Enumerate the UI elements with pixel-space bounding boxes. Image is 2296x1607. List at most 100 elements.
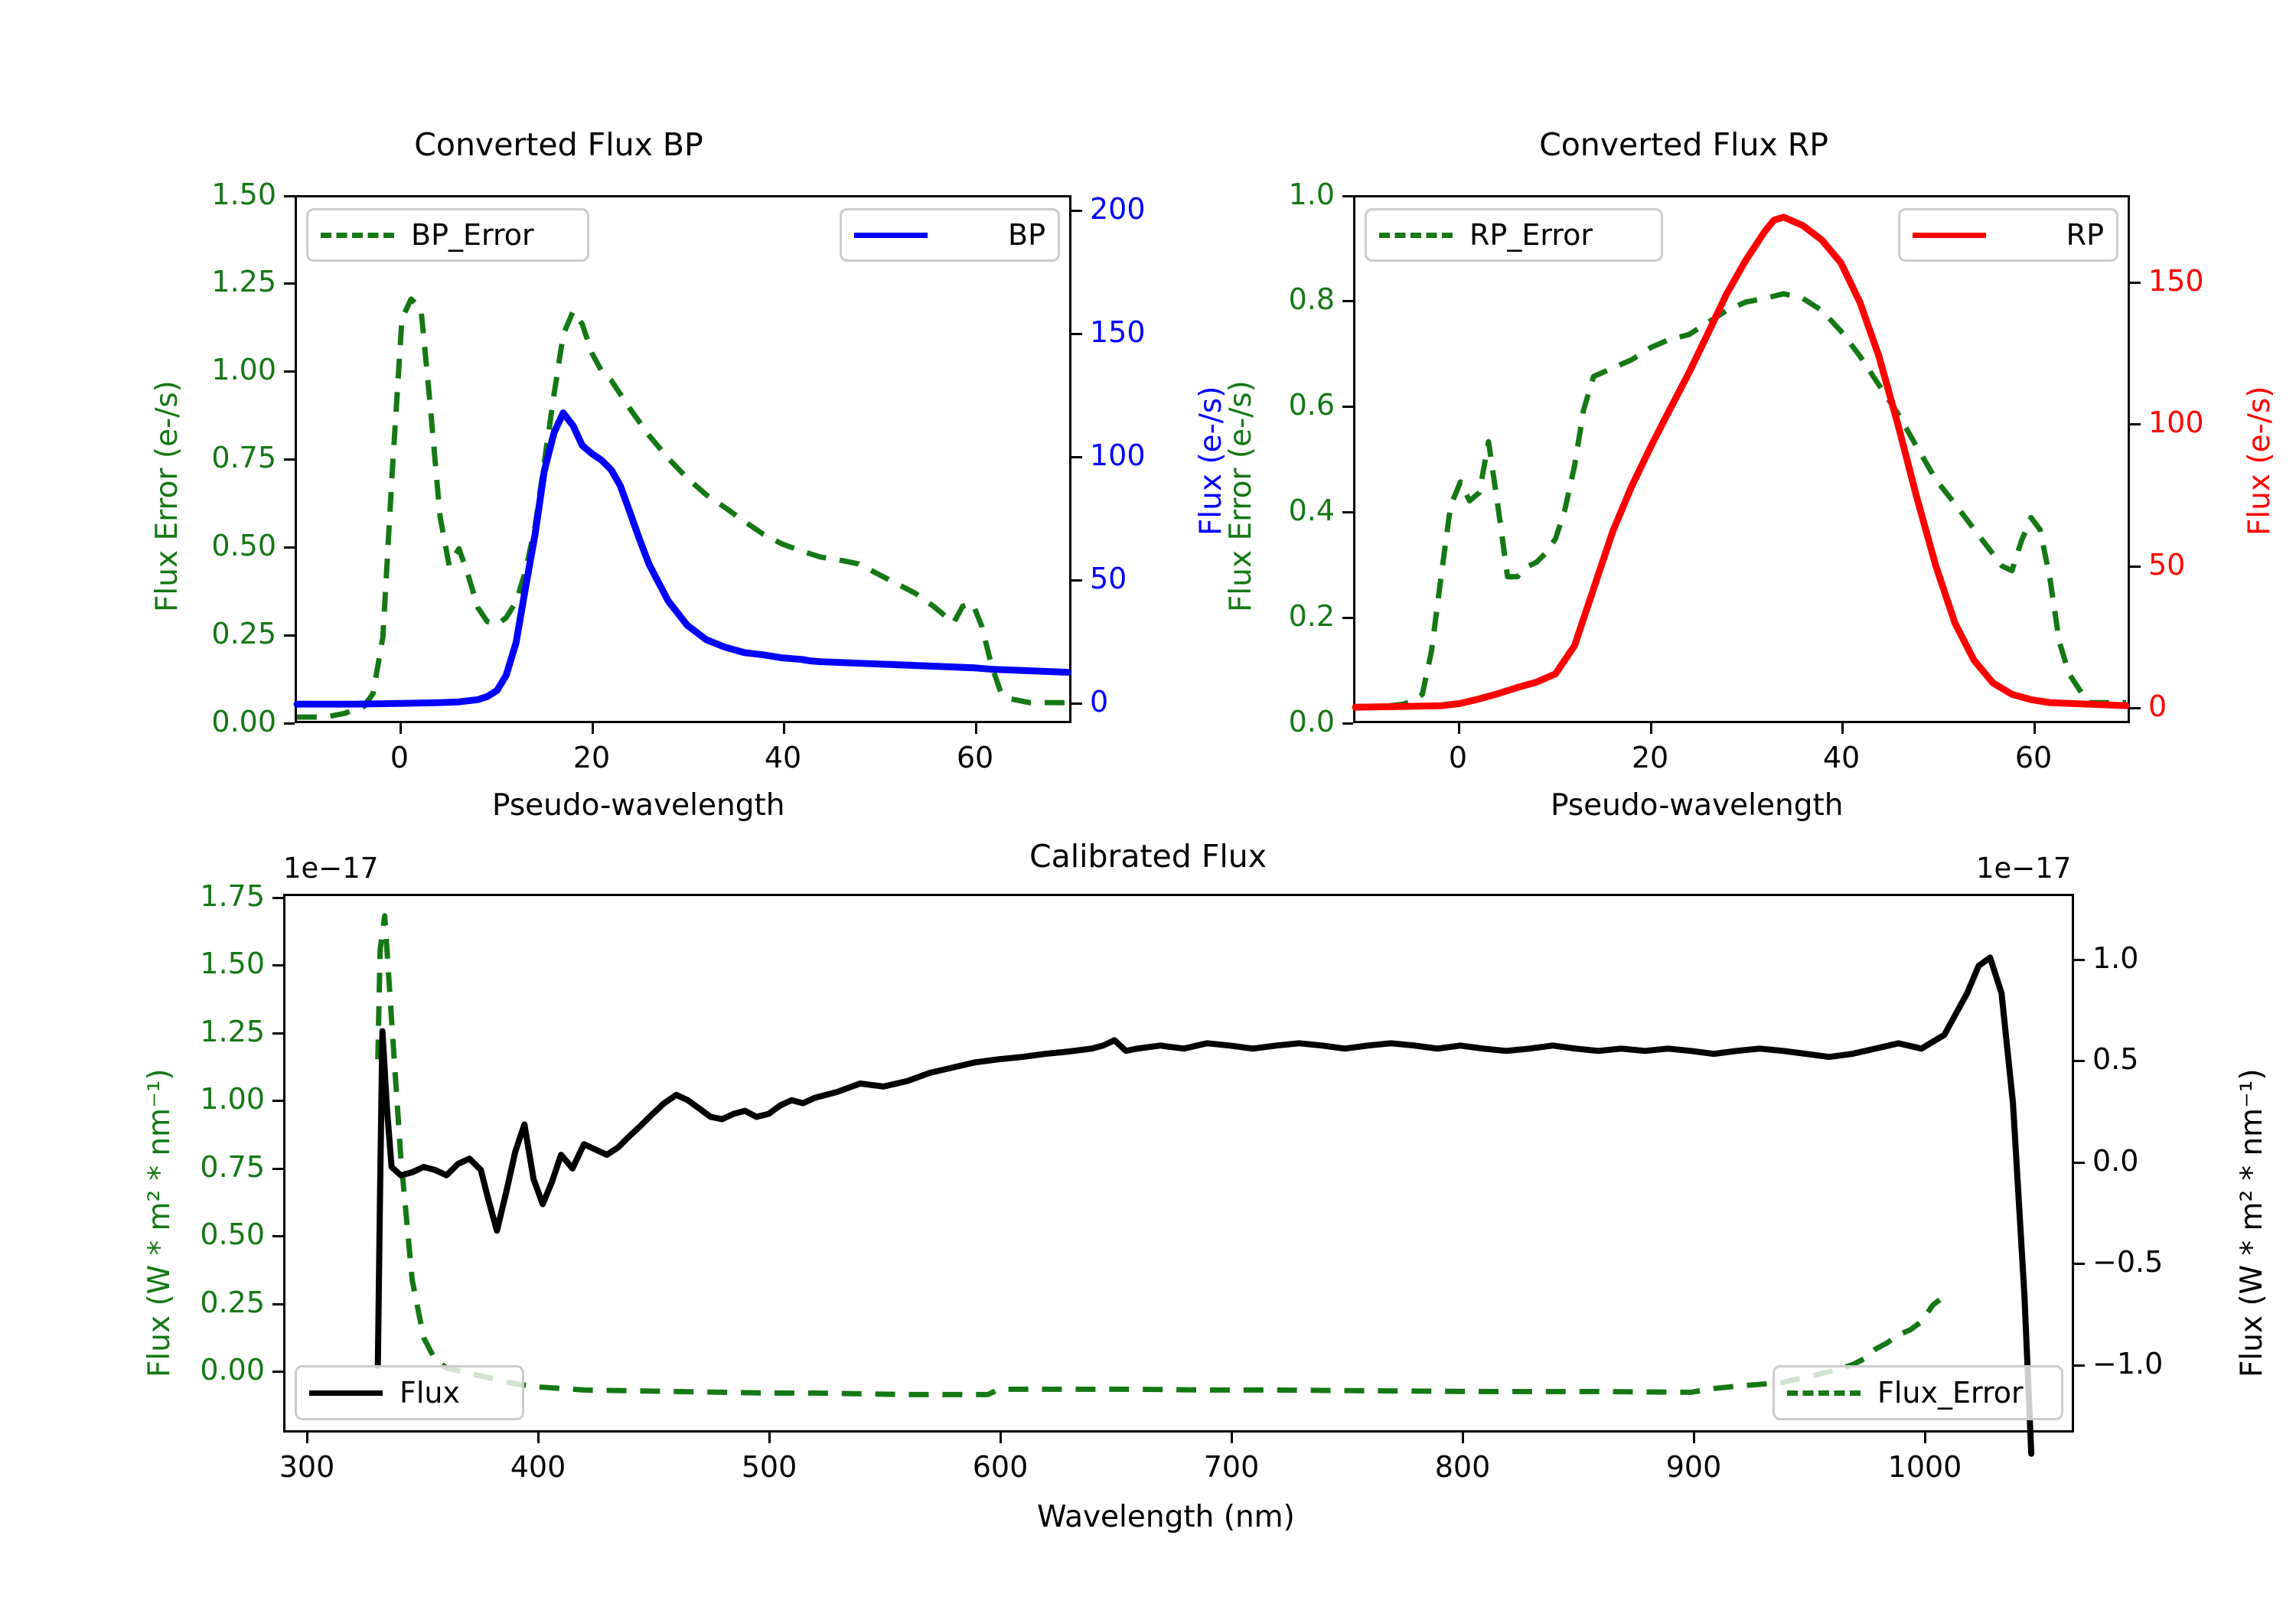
rp-ytick-right-mark: [2130, 566, 2141, 568]
bp-xaxis-label: Pseudo-wavelength: [492, 788, 785, 823]
flux-error-legend-label: Flux_Error: [1877, 1376, 2024, 1410]
calibrated-flux-legend[interactable]: Flux: [295, 1365, 524, 1420]
calibrated-panel-title: Calibrated Flux: [1029, 838, 1267, 875]
rp-xaxis-label: Pseudo-wavelength: [1551, 788, 1844, 823]
bp-axes-frame: [293, 195, 1071, 723]
calibrated-plot-area: [374, 913, 2035, 1457]
cal-xtick-mark: [537, 1433, 540, 1443]
flux-error-legend-swatch: [1787, 1390, 1861, 1396]
bp-ytick-label: 0.75: [211, 441, 276, 474]
bp-ytick-mark: [284, 634, 295, 637]
bp-xtick-mark: [783, 723, 785, 734]
bp-ytick-right-label: 50: [1090, 562, 1127, 595]
bp-error-legend[interactable]: BP_Error: [306, 208, 589, 262]
rp-ytick-label: 0.6: [1288, 388, 1335, 422]
cal-ytick-right-mark: [2074, 959, 2085, 961]
rp-ytick-label: 0.0: [1288, 705, 1335, 738]
rp-error-legend[interactable]: RP_Error: [1365, 208, 1663, 262]
rp-xtick-label: 60: [2014, 741, 2053, 774]
bp-legend-label: BP: [1008, 218, 1045, 252]
cal-ytick-mark: [272, 1303, 283, 1305]
bp-ytick-mark: [284, 370, 295, 373]
bp-ytick-right-label: 0: [1090, 685, 1109, 719]
bp-ytick-right-mark: [1071, 702, 1082, 705]
cal-ytick-right-mark: [2074, 1263, 2085, 1265]
bp-ytick-right-mark: [1071, 210, 1082, 212]
bp-ytick-label: 1.50: [211, 178, 276, 211]
cal-xtick-mark: [1924, 1433, 1926, 1443]
rp-ytick-mark: [1342, 195, 1353, 197]
rp-ytick-right-label: 150: [2148, 264, 2204, 298]
bp-panel-title: Converted Flux BP: [414, 126, 703, 163]
rp-ytick-right-label: 50: [2148, 548, 2186, 582]
cal-ytick-mark: [272, 1100, 283, 1102]
rp-legend-swatch: [1913, 232, 1986, 238]
bp-ytick-mark: [284, 722, 295, 725]
cal-xtick-label: 400: [510, 1450, 566, 1484]
bp-ytick-right-mark: [1071, 456, 1082, 458]
cal-ytick-right-label: −1.0: [2092, 1347, 2164, 1380]
bp-ytick-label: 0.00: [211, 705, 276, 738]
cal-ytick-label: 0.00: [200, 1353, 265, 1387]
cal-ytick-mark: [272, 1235, 283, 1237]
rp-ytick-right-mark: [2130, 707, 2141, 709]
cal-ytick-label: 1.75: [200, 879, 265, 913]
cal-ytick-label: 1.00: [200, 1082, 265, 1116]
rp-panel-title: Converted Flux RP: [1539, 126, 1828, 163]
bp-legend-swatch: [854, 232, 928, 238]
rp-legend[interactable]: RP: [1898, 208, 2118, 262]
cal-ytick-right-label: 0.5: [2092, 1042, 2139, 1076]
calibrated-left-offset-label: 1e−17: [283, 852, 379, 885]
bp-xtick-label: 60: [956, 741, 994, 774]
rp-xtick-label: 20: [1631, 741, 1669, 774]
rp-ytick-mark: [1342, 511, 1353, 513]
rp-error-series: [1355, 291, 2127, 709]
cal-ytick-right-mark: [2074, 1364, 2085, 1367]
rp-legend-label: RP: [2066, 218, 2104, 252]
bp-legend[interactable]: BP: [840, 208, 1060, 262]
cal-ytick-label: 0.75: [200, 1150, 265, 1184]
bp-ytick-right-label: 100: [1090, 438, 1146, 472]
calibrated-flux-error-legend[interactable]: Flux_Error: [1773, 1365, 2063, 1420]
rp-ytick-right-mark: [2130, 423, 2141, 425]
cal-xtick-mark: [1000, 1433, 1002, 1443]
bp-ytick-label: 1.00: [211, 353, 276, 386]
rp-ytick-right-mark: [2130, 282, 2141, 284]
bp-xtick-mark: [400, 723, 402, 734]
bp-xtick-mark: [975, 723, 977, 734]
rp-xtick-label: 0: [1448, 741, 1468, 774]
cal-ytick-mark: [272, 964, 283, 966]
rp-ytick-mark: [1342, 406, 1353, 408]
bp-ytick-mark: [284, 195, 295, 197]
bp-ytick-mark: [284, 458, 295, 461]
cal-ytick-right-mark: [2074, 1162, 2085, 1164]
rp-xtick-mark: [2033, 723, 2036, 734]
calibrated-right-offset-label: 1e−17: [1976, 852, 2072, 885]
rp-ytick-mark: [1342, 300, 1353, 302]
rp-ytick-label: 0.2: [1288, 599, 1335, 633]
cal-ytick-right-label: −0.5: [2092, 1245, 2164, 1279]
rp-ytick-mark: [1342, 722, 1353, 725]
flux-legend-swatch: [309, 1390, 383, 1396]
bp-ytick-mark: [284, 282, 295, 285]
cal-ytick-right-label: 0.0: [2092, 1144, 2139, 1178]
calibrated-axes-frame: [283, 894, 2074, 1457]
bp-error-legend-swatch: [321, 232, 394, 238]
bp-ytick-right-mark: [1071, 333, 1082, 335]
cal-xtick-mark: [1693, 1433, 1695, 1443]
bp-plot-area: [293, 296, 1071, 720]
bp-ytick-label: 0.50: [211, 529, 276, 562]
cal-ytick-mark: [272, 1168, 283, 1170]
bp-xtick-label: 40: [764, 741, 802, 774]
rp-error-legend-label: RP_Error: [1469, 218, 1593, 252]
cal-yaxis-left-label: Flux (W * m² * nm⁻¹): [142, 1068, 177, 1377]
rp-xtick-mark: [1650, 723, 1652, 734]
cal-yaxis-right-label: Flux (W * m² * nm⁻¹): [2235, 1068, 2269, 1377]
cal-ytick-label: 1.25: [200, 1015, 265, 1048]
bp-xtick-label: 20: [572, 741, 611, 774]
cal-xtick-label: 500: [741, 1450, 797, 1484]
cal-xtick-label: 1000: [1887, 1450, 1962, 1484]
cal-xtick-label: 700: [1203, 1450, 1260, 1484]
rp-flux-series: [1352, 214, 2130, 711]
